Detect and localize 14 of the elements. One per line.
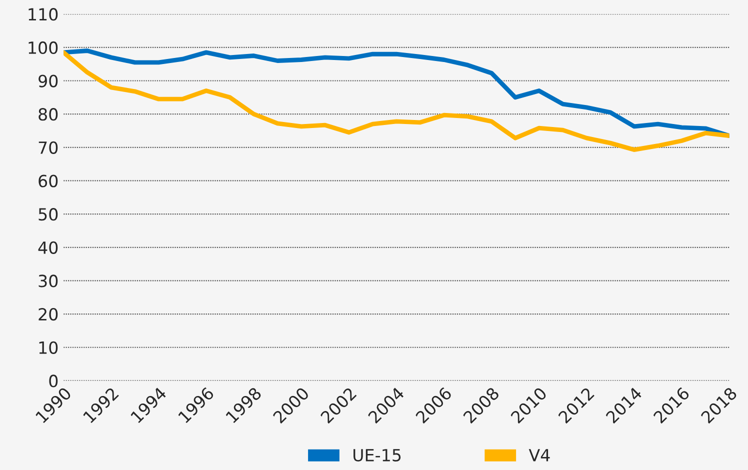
legend-label: V4 <box>528 449 550 462</box>
y-tick-label: 60 <box>38 174 58 188</box>
y-tick-label: 100 <box>28 41 58 54</box>
y-tick-label: 30 <box>38 274 58 288</box>
y-tick-label: 20 <box>38 308 58 321</box>
y-tick-label: 10 <box>39 341 58 354</box>
y-tick-label: 40 <box>38 241 58 254</box>
y-tick-label: 90 <box>38 74 58 88</box>
legend-label: UE-15 <box>354 449 401 462</box>
y-tick-label: 50 <box>38 208 58 221</box>
y-tick-label: 110 <box>28 8 58 21</box>
y-tick-label: 70 <box>38 141 58 154</box>
y-tick-label: 80 <box>38 108 58 121</box>
y-tick-label: 0 <box>49 374 58 388</box>
